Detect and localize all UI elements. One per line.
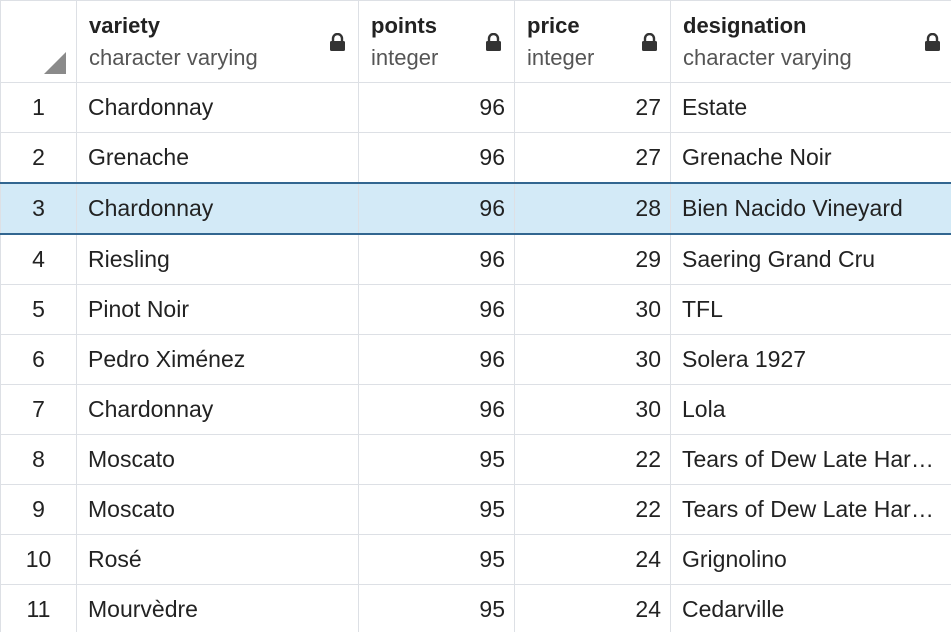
cell-designation[interactable]: Lola [670, 384, 951, 435]
table-row[interactable]: 11 Mourvèdre 95 24 Cedarville [0, 584, 951, 632]
cell-variety[interactable]: Pedro Ximénez [76, 334, 359, 385]
cell-designation[interactable]: Grignolino [670, 534, 951, 585]
cell-designation[interactable]: Cedarville [670, 584, 951, 632]
cell-points[interactable]: 96 [358, 334, 515, 385]
cell-variety[interactable]: Rosé [76, 534, 359, 585]
cell-price[interactable]: 29 [514, 233, 671, 285]
row-number[interactable]: 11 [0, 584, 77, 632]
row-number[interactable]: 8 [0, 434, 77, 485]
cell-price[interactable]: 22 [514, 434, 671, 485]
cell-price[interactable]: 27 [514, 82, 671, 133]
cell-designation[interactable]: Solera 1927 [670, 334, 951, 385]
cell-variety[interactable]: Riesling [76, 233, 359, 285]
column-header-variety[interactable]: variety character varying [76, 0, 359, 83]
cell-designation[interactable]: Tears of Dew Late Har… [670, 484, 951, 535]
cell-variety[interactable]: Moscato [76, 434, 359, 485]
row-number[interactable]: 10 [0, 534, 77, 585]
table-row[interactable]: 6 Pedro Ximénez 96 30 Solera 1927 [0, 334, 951, 385]
cell-points[interactable]: 96 [358, 284, 515, 335]
cell-designation[interactable]: Estate [670, 82, 951, 133]
cell-price[interactable]: 22 [514, 484, 671, 535]
column-name: designation [683, 13, 807, 38]
cell-designation[interactable]: TFL [670, 284, 951, 335]
row-number[interactable]: 5 [0, 284, 77, 335]
cell-price[interactable]: 30 [514, 284, 671, 335]
table-row-selected[interactable]: 3 Chardonnay 96 28 Bien Nacido Vineyard [0, 182, 951, 235]
lock-icon [925, 33, 940, 51]
cell-points[interactable]: 96 [358, 233, 515, 285]
column-header-points[interactable]: points integer [358, 0, 515, 83]
row-number[interactable]: 1 [0, 82, 77, 133]
cell-variety[interactable]: Chardonnay [76, 182, 359, 235]
lock-icon [330, 33, 345, 51]
lock-icon [642, 33, 657, 51]
column-name: variety [89, 13, 160, 38]
column-type: character varying [683, 45, 852, 70]
cell-price[interactable]: 24 [514, 584, 671, 632]
table-row[interactable]: 5 Pinot Noir 96 30 TFL [0, 284, 951, 335]
select-all-cell[interactable] [0, 0, 77, 83]
table-row[interactable]: 8 Moscato 95 22 Tears of Dew Late Har… [0, 434, 951, 485]
cell-variety[interactable]: Pinot Noir [76, 284, 359, 335]
cell-variety[interactable]: Moscato [76, 484, 359, 535]
cell-points[interactable]: 95 [358, 534, 515, 585]
row-number[interactable]: 2 [0, 132, 77, 184]
cell-price[interactable]: 24 [514, 534, 671, 585]
column-name: points [371, 13, 437, 38]
table-row[interactable]: 10 Rosé 95 24 Grignolino [0, 534, 951, 585]
cell-designation[interactable]: Saering Grand Cru [670, 233, 951, 285]
lock-icon [486, 33, 501, 51]
cell-variety[interactable]: Mourvèdre [76, 584, 359, 632]
cell-price[interactable]: 28 [514, 182, 671, 235]
select-all-icon[interactable] [44, 52, 66, 74]
table-row[interactable]: 2 Grenache 96 27 Grenache Noir [0, 132, 951, 184]
header-row: variety character varying points integer… [0, 0, 951, 83]
row-number[interactable]: 9 [0, 484, 77, 535]
cell-points[interactable]: 96 [358, 384, 515, 435]
cell-points[interactable]: 96 [358, 82, 515, 133]
column-name: price [527, 13, 580, 38]
cell-price[interactable]: 30 [514, 384, 671, 435]
cell-variety[interactable]: Chardonnay [76, 384, 359, 435]
row-number[interactable]: 4 [0, 233, 77, 285]
cell-price[interactable]: 27 [514, 132, 671, 184]
cell-points[interactable]: 96 [358, 132, 515, 184]
column-type: character varying [89, 45, 258, 70]
cell-points[interactable]: 95 [358, 584, 515, 632]
row-number[interactable]: 3 [0, 182, 77, 235]
cell-designation[interactable]: Grenache Noir [670, 132, 951, 184]
column-type: integer [527, 45, 595, 70]
column-header-designation[interactable]: designation character varying [670, 0, 951, 83]
row-number[interactable]: 7 [0, 384, 77, 435]
cell-price[interactable]: 30 [514, 334, 671, 385]
table-row[interactable]: 7 Chardonnay 96 30 Lola [0, 384, 951, 435]
cell-variety[interactable]: Chardonnay [76, 82, 359, 133]
column-header-price[interactable]: price integer [514, 0, 671, 83]
cell-points[interactable]: 95 [358, 434, 515, 485]
cell-points[interactable]: 96 [358, 182, 515, 235]
column-type: integer [371, 45, 439, 70]
table-row[interactable]: 9 Moscato 95 22 Tears of Dew Late Har… [0, 484, 951, 535]
cell-variety[interactable]: Grenache [76, 132, 359, 184]
cell-designation[interactable]: Tears of Dew Late Har… [670, 434, 951, 485]
cell-designation[interactable]: Bien Nacido Vineyard [670, 182, 951, 235]
cell-points[interactable]: 95 [358, 484, 515, 535]
table-row[interactable]: 1 Chardonnay 96 27 Estate [0, 82, 951, 133]
row-number[interactable]: 6 [0, 334, 77, 385]
table-row[interactable]: 4 Riesling 96 29 Saering Grand Cru [0, 233, 951, 285]
